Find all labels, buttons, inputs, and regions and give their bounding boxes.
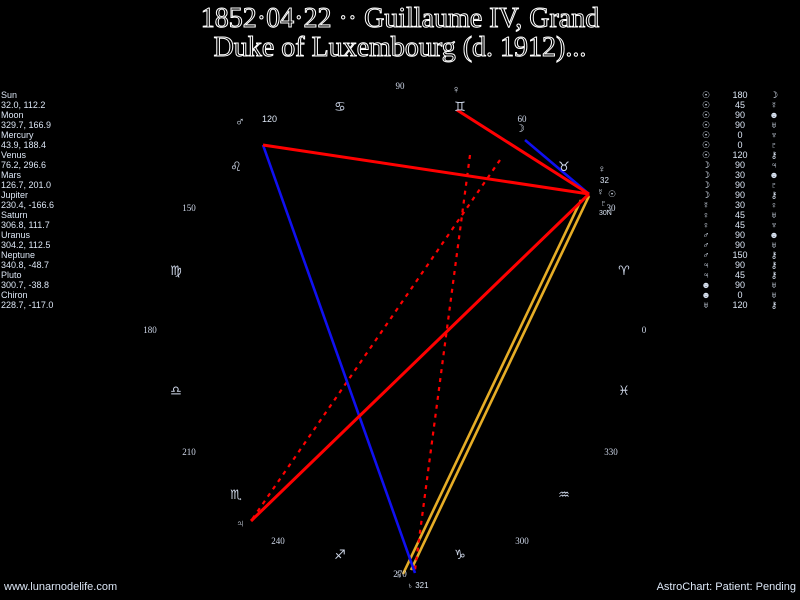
svg-text:☿: ☿ [597,187,604,197]
svg-text:30: 30 [607,203,617,213]
svg-text:♈: ♈ [618,263,630,278]
svg-text:♒: ♒ [558,487,570,502]
svg-text:♃: ♃ [236,518,244,530]
svg-text:240: 240 [271,536,285,546]
svg-text:♎: ♎ [170,383,182,398]
svg-text:0: 0 [642,325,647,335]
svg-text:32: 32 [600,176,609,185]
svg-text:♍: ♍ [170,263,182,278]
svg-text:♊: ♊ [454,99,466,114]
svg-text:270: 270 [393,569,407,579]
svg-text:210: 210 [182,447,196,457]
svg-text:♐: ♐ [334,547,346,562]
svg-text:150: 150 [182,203,196,213]
svg-text:60: 60 [518,114,528,124]
svg-text:180: 180 [143,325,157,335]
svg-text:300: 300 [515,536,529,546]
svg-text:♌: ♌ [230,159,242,174]
svg-text:☉: ☉ [608,189,616,199]
svg-text:♏: ♏ [230,487,242,502]
svg-text:120: 120 [262,114,277,124]
svg-text:☽: ☽ [515,123,525,135]
svg-text:♉: ♉ [558,159,570,174]
svg-text:♑: ♑ [454,547,466,562]
svg-text:♀: ♀ [598,164,606,175]
svg-text:♀: ♀ [452,84,460,96]
svg-text:♂: ♂ [235,114,245,129]
svg-text:♄ 321: ♄ 321 [407,581,429,590]
svg-text:330: 330 [604,447,618,457]
svg-text:♓: ♓ [618,383,630,398]
svg-text:♋: ♋ [334,99,346,114]
svg-text:90: 90 [396,81,406,91]
